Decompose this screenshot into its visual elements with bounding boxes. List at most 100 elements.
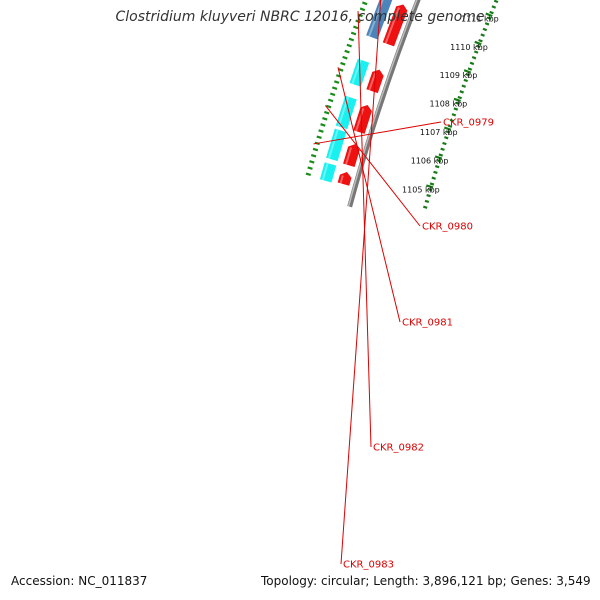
major-tick <box>434 155 443 160</box>
gene-shade <box>321 162 329 181</box>
kbp-label: 1111 kbp <box>461 15 499 24</box>
major-tick <box>474 40 482 46</box>
gene-block <box>326 128 347 162</box>
inner-tick <box>431 176 436 180</box>
gene-block <box>349 58 370 87</box>
inner-tick <box>447 124 453 128</box>
outer-tick <box>312 147 319 152</box>
inner-tick <box>482 27 488 32</box>
accession-text: Accession: NC_011837 <box>9 574 150 588</box>
outer-tick <box>346 43 352 48</box>
inner-tick <box>426 193 431 198</box>
outer-tick <box>350 31 357 36</box>
inner-tick <box>442 141 447 146</box>
inner-tick <box>484 22 490 26</box>
outer-tick <box>305 172 312 177</box>
outer-tick <box>353 25 359 30</box>
inner-tick <box>423 205 428 209</box>
inner-tick <box>487 16 492 20</box>
major-tick <box>485 12 493 18</box>
outer-tick <box>331 86 338 90</box>
gene-shade <box>339 175 344 184</box>
inner-tick <box>469 61 475 66</box>
gene-shade <box>355 107 365 132</box>
outer-tick <box>318 129 324 133</box>
outer-tick <box>316 135 322 140</box>
gene-block <box>353 105 372 134</box>
gene-shade <box>345 147 352 165</box>
gene-block <box>382 4 408 47</box>
outer-tick <box>342 55 348 60</box>
outer-tick <box>338 68 344 72</box>
inner-tick <box>476 44 481 49</box>
outer-tick <box>322 116 328 121</box>
outer-tick <box>362 1 368 6</box>
inner-tick <box>438 153 444 157</box>
inner-tick <box>493 0 499 4</box>
inner-tick <box>434 164 440 169</box>
gene-block <box>319 162 337 183</box>
inner-tick <box>424 199 430 204</box>
outer-tick <box>329 92 336 97</box>
inner-tick <box>471 56 477 60</box>
outer-tick <box>333 80 340 84</box>
gene-shade <box>368 72 377 91</box>
kbp-label: 1107 kbp <box>420 128 458 137</box>
outer-tick <box>359 7 366 12</box>
major-tick <box>443 126 452 131</box>
inner-tick <box>489 10 494 15</box>
major-tick <box>463 69 472 74</box>
inner-tick <box>440 147 445 151</box>
kbp-label: 1109 kbp <box>440 71 478 80</box>
inner-tick <box>491 5 497 9</box>
gene-shade <box>384 7 400 44</box>
outer-tick <box>344 49 350 54</box>
inner-tick <box>444 136 449 140</box>
inner-tick <box>453 107 459 111</box>
gene-shade <box>328 129 339 159</box>
gene-leader-line <box>340 0 382 565</box>
gene-leader-line <box>337 67 401 323</box>
outer-tick <box>348 37 355 42</box>
inner-tick <box>433 170 438 175</box>
gene-leader-line <box>313 121 442 145</box>
gene-label: CKR_0981 <box>402 318 453 329</box>
backbone-highlight <box>347 0 418 207</box>
inner-tick <box>467 67 473 71</box>
gene-label: CKR_0982 <box>373 443 424 454</box>
gene-label: CKR_0980 <box>422 222 473 233</box>
inner-tick <box>451 113 457 117</box>
outer-tick <box>325 104 332 109</box>
genome-title: Clostridium kluyveri NBRC 12016, complet… <box>115 9 485 25</box>
outer-tick <box>310 153 317 158</box>
gene-leader-line <box>324 105 421 227</box>
major-tick <box>426 184 434 189</box>
gene-block <box>343 144 360 168</box>
inner-tick <box>436 159 442 163</box>
gene-label: CKR_0983 <box>343 560 394 571</box>
gene-block <box>335 95 357 130</box>
inner-tick <box>428 188 433 192</box>
inner-tick <box>478 39 483 43</box>
inner-tick <box>449 118 455 123</box>
outer-tick <box>327 98 334 103</box>
gene-block <box>337 172 352 186</box>
inner-tick <box>465 73 471 77</box>
inner-tick <box>429 182 435 186</box>
major-tick <box>453 97 461 103</box>
topology-text: Topology: circular; Length: 3,896,121 bp… <box>258 574 594 588</box>
inner-tick <box>455 101 461 105</box>
inner-tick <box>480 33 485 37</box>
kbp-label: 1110 kbp <box>450 43 488 52</box>
gene-shade <box>351 59 362 85</box>
backbone-arc <box>347 0 421 208</box>
outer-tick <box>340 61 346 66</box>
gene-shade <box>337 96 350 127</box>
outer-tick <box>320 123 326 127</box>
kbp-label: 1108 kbp <box>430 99 468 108</box>
inner-tick <box>461 84 466 88</box>
inner-tick <box>445 130 451 134</box>
inner-tick <box>459 90 464 94</box>
